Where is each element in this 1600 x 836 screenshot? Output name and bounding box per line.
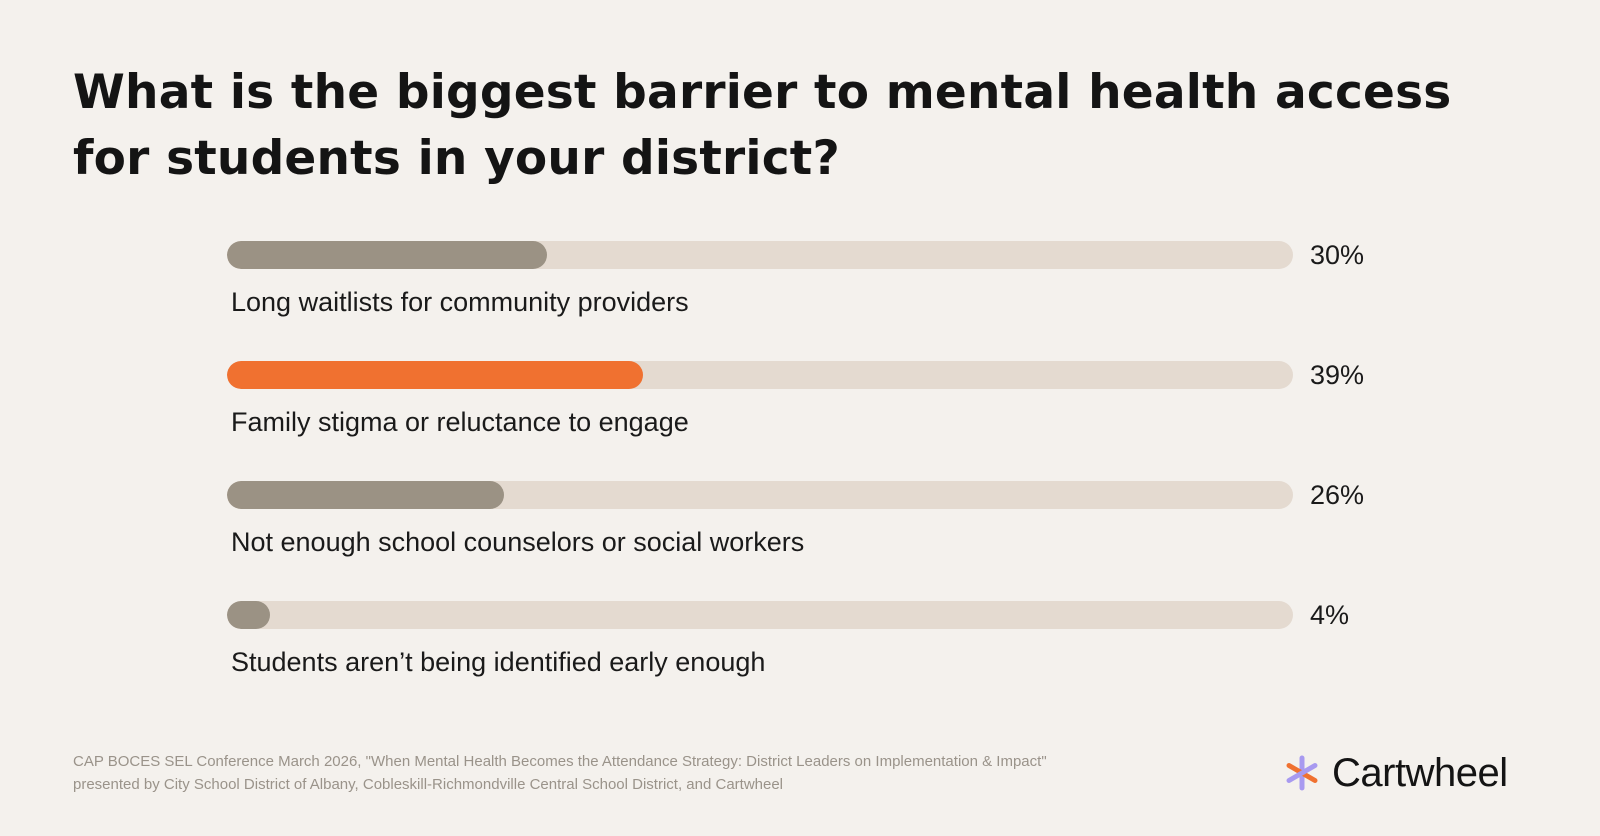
value-label: 39% xyxy=(1310,360,1365,390)
category-label: Family stigma or reluctance to engage xyxy=(231,407,689,437)
brand-name: Cartwheel xyxy=(1332,751,1508,795)
value-label: 26% xyxy=(1310,480,1365,510)
chart-title: What is the biggest barrier to mental he… xyxy=(73,65,1452,186)
bar xyxy=(227,481,505,509)
bar-row: 4% Students aren’t being identified early… xyxy=(227,600,1427,701)
bar xyxy=(227,361,643,389)
bar-row: 26% Not enough school counselors or socia… xyxy=(227,480,1427,581)
category-label: Long waitlists for community providers xyxy=(231,287,689,317)
bar-row: 39% Family stigma or reluctance to engage xyxy=(227,360,1427,461)
bar-row: 30% Long waitlists for community provider… xyxy=(227,240,1427,341)
category-label: Students aren’t being identified early e… xyxy=(231,647,766,677)
bar-track xyxy=(227,361,1293,389)
bar-track xyxy=(227,241,1293,269)
value-label: 30% xyxy=(1310,240,1365,270)
bar-track xyxy=(227,601,1293,629)
source-note: CAP BOCES SEL Conference March 2026, "Wh… xyxy=(73,753,1047,793)
bar-track xyxy=(227,481,1293,509)
brand-logo: Cartwheel xyxy=(1284,748,1508,798)
cartwheel-asterisk-icon xyxy=(1284,755,1320,791)
value-label: 4% xyxy=(1310,600,1350,630)
bar xyxy=(227,601,270,629)
bar xyxy=(227,241,547,269)
category-label: Not enough school counselors or social w… xyxy=(231,527,805,557)
